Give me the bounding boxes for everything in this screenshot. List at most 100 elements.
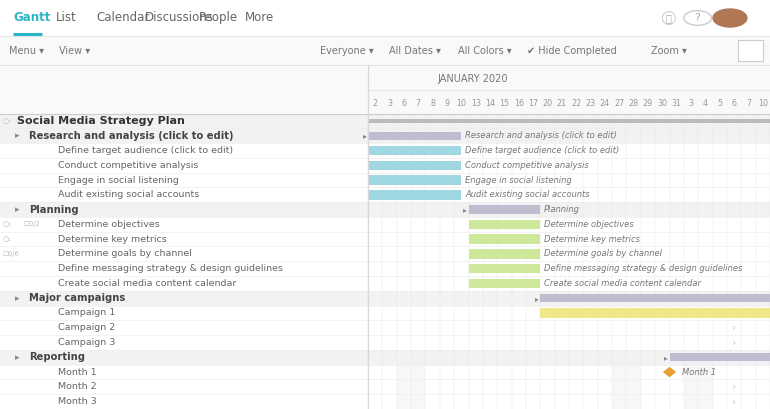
- Text: Determine objectives: Determine objectives: [58, 220, 159, 229]
- Bar: [0, 36, 770, 65]
- Text: Engage in social listening: Engage in social listening: [58, 175, 179, 184]
- Bar: [0, 261, 770, 276]
- Bar: [368, 175, 461, 185]
- Text: Define messaging strategy & design guidelines: Define messaging strategy & design guide…: [58, 264, 283, 273]
- Bar: [0, 158, 770, 173]
- Text: Campaign 1: Campaign 1: [58, 308, 115, 317]
- Text: ○: ○: [661, 9, 676, 27]
- Text: Create social media content calendar: Create social media content calendar: [544, 279, 701, 288]
- Bar: [468, 220, 541, 229]
- Bar: [368, 160, 461, 170]
- Bar: [411, 361, 426, 409]
- Text: 7: 7: [416, 99, 421, 108]
- Text: 10: 10: [457, 99, 467, 108]
- Bar: [0, 187, 770, 202]
- Bar: [0, 65, 368, 409]
- Text: ▸: ▸: [363, 131, 367, 140]
- Text: 17: 17: [528, 99, 538, 108]
- Text: 4: 4: [703, 99, 708, 108]
- Text: List: List: [55, 11, 76, 25]
- Text: Social Media Strategy Plan: Social Media Strategy Plan: [17, 116, 185, 126]
- Text: 9: 9: [444, 99, 450, 108]
- Text: Month 2: Month 2: [58, 382, 96, 391]
- Text: Define messaging strategy & design guidelines: Define messaging strategy & design guide…: [544, 264, 742, 273]
- Text: Calendar: Calendar: [96, 11, 149, 25]
- Text: 16: 16: [514, 99, 524, 108]
- Text: 13: 13: [470, 99, 480, 108]
- Text: Audit existing social accounts: Audit existing social accounts: [58, 190, 199, 199]
- Text: Gantt: Gantt: [13, 11, 51, 25]
- Text: 22: 22: [571, 99, 581, 108]
- Bar: [468, 205, 541, 213]
- Bar: [0, 232, 770, 247]
- Text: More: More: [245, 11, 274, 25]
- Text: Determine objectives: Determine objectives: [544, 220, 634, 229]
- Text: ▸: ▸: [535, 294, 539, 303]
- Text: 29: 29: [643, 99, 653, 108]
- Text: Define target audience (click to edit): Define target audience (click to edit): [465, 146, 620, 155]
- Bar: [541, 294, 770, 302]
- Text: Discussions: Discussions: [145, 11, 213, 25]
- Text: 24: 24: [600, 99, 610, 108]
- Text: 7: 7: [746, 99, 751, 108]
- Text: 3: 3: [688, 99, 694, 108]
- Bar: [684, 361, 698, 409]
- Text: Determine goals by channel: Determine goals by channel: [544, 249, 662, 258]
- Text: ›: ›: [732, 337, 736, 348]
- Bar: [0, 143, 770, 158]
- Bar: [0, 202, 770, 217]
- Text: 2: 2: [373, 99, 378, 108]
- Text: Month 1: Month 1: [58, 368, 96, 377]
- Bar: [0, 247, 770, 261]
- Bar: [468, 279, 541, 288]
- Circle shape: [713, 9, 747, 27]
- Text: ✔ Hide Completed: ✔ Hide Completed: [527, 46, 618, 56]
- Bar: [0, 217, 770, 232]
- Text: Month 1: Month 1: [682, 368, 716, 377]
- Text: Month 3: Month 3: [58, 397, 96, 406]
- Bar: [541, 308, 770, 318]
- Bar: [0, 306, 770, 320]
- Text: ☐0/2: ☐0/2: [24, 221, 41, 227]
- Text: 21: 21: [557, 99, 567, 108]
- Bar: [0, 291, 770, 306]
- Bar: [468, 249, 541, 258]
- Text: All Dates ▾: All Dates ▾: [389, 46, 440, 56]
- Bar: [368, 65, 770, 409]
- Text: Everyone ▾: Everyone ▾: [320, 46, 373, 56]
- Bar: [0, 0, 770, 36]
- Text: Planning: Planning: [29, 204, 79, 215]
- Bar: [468, 264, 541, 273]
- Text: 6: 6: [732, 99, 737, 108]
- Bar: [397, 361, 411, 409]
- Text: Zoom ▾: Zoom ▾: [651, 46, 687, 56]
- Text: Campaign 2: Campaign 2: [58, 323, 115, 332]
- Text: ›: ›: [732, 323, 736, 333]
- Text: ▸: ▸: [664, 353, 668, 362]
- Text: Determine key metrics: Determine key metrics: [544, 235, 640, 244]
- Text: ▸: ▸: [15, 353, 20, 362]
- Text: ▸: ▸: [15, 294, 20, 303]
- Text: Reporting: Reporting: [29, 352, 85, 362]
- Bar: [0, 350, 770, 365]
- Text: 8: 8: [430, 99, 435, 108]
- Text: 5: 5: [717, 99, 722, 108]
- Text: Menu ▾: Menu ▾: [9, 46, 44, 56]
- Text: ○₁: ○₁: [2, 221, 12, 227]
- Text: Conduct competitive analysis: Conduct competitive analysis: [465, 161, 589, 170]
- Bar: [0, 276, 770, 291]
- Text: Research and analysis (click to edit): Research and analysis (click to edit): [465, 131, 617, 140]
- Text: ›: ›: [732, 397, 736, 407]
- Text: ⌚: ⌚: [665, 13, 671, 23]
- Text: View ▾: View ▾: [59, 46, 90, 56]
- Text: ›: ›: [732, 382, 736, 392]
- Bar: [0, 65, 368, 114]
- Text: 6: 6: [401, 99, 407, 108]
- Bar: [738, 40, 763, 61]
- Text: ▸: ▸: [15, 205, 20, 214]
- Bar: [669, 353, 770, 362]
- Bar: [698, 361, 712, 409]
- Text: Research and analysis (click to edit): Research and analysis (click to edit): [29, 131, 234, 141]
- Text: Create social media content calendar: Create social media content calendar: [58, 279, 236, 288]
- Text: Major campaigns: Major campaigns: [29, 293, 126, 303]
